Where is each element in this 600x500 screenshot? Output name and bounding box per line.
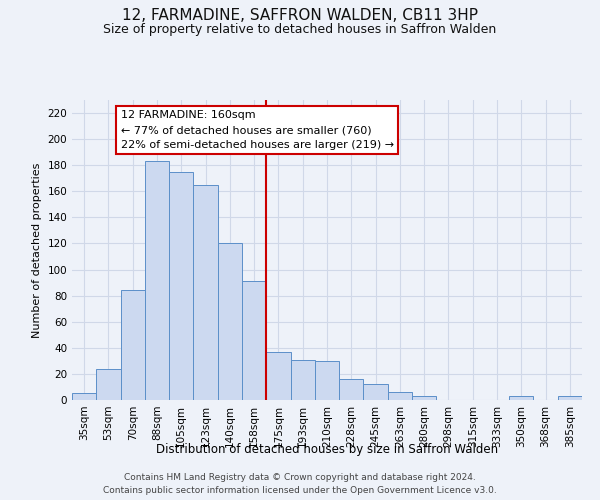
Text: Distribution of detached houses by size in Saffron Walden: Distribution of detached houses by size … <box>156 442 498 456</box>
Bar <box>266 352 290 400</box>
Bar <box>218 244 242 400</box>
Bar <box>169 172 193 400</box>
Bar <box>96 368 121 400</box>
Bar <box>388 392 412 400</box>
Bar <box>290 360 315 400</box>
Bar <box>509 396 533 400</box>
Bar <box>121 290 145 400</box>
Bar <box>339 379 364 400</box>
Bar <box>145 162 169 400</box>
Text: 12 FARMADINE: 160sqm
← 77% of detached houses are smaller (760)
22% of semi-deta: 12 FARMADINE: 160sqm ← 77% of detached h… <box>121 110 394 150</box>
Bar <box>364 384 388 400</box>
Bar <box>242 282 266 400</box>
Bar <box>412 396 436 400</box>
Text: Contains HM Land Registry data © Crown copyright and database right 2024.: Contains HM Land Registry data © Crown c… <box>124 472 476 482</box>
Bar <box>315 361 339 400</box>
Text: 12, FARMADINE, SAFFRON WALDEN, CB11 3HP: 12, FARMADINE, SAFFRON WALDEN, CB11 3HP <box>122 8 478 22</box>
Bar <box>193 185 218 400</box>
Text: Contains public sector information licensed under the Open Government Licence v3: Contains public sector information licen… <box>103 486 497 495</box>
Bar <box>72 394 96 400</box>
Text: Size of property relative to detached houses in Saffron Walden: Size of property relative to detached ho… <box>103 22 497 36</box>
Bar <box>558 396 582 400</box>
Y-axis label: Number of detached properties: Number of detached properties <box>32 162 42 338</box>
